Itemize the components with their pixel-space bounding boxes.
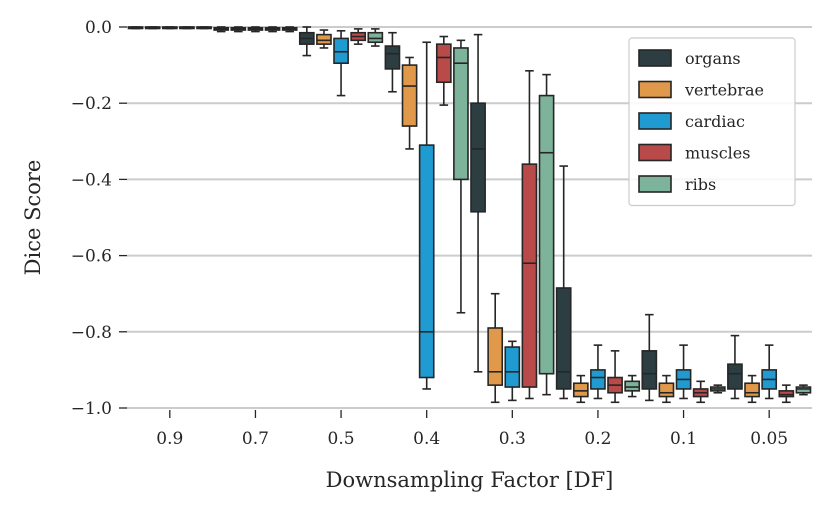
x-tick-label: 0.9 bbox=[156, 429, 183, 449]
x-tick-label: 0.4 bbox=[413, 429, 440, 449]
box-vertebrae-0.5 bbox=[316, 29, 332, 49]
box-ribs-0.7 bbox=[281, 26, 298, 33]
box-body bbox=[572, 382, 589, 398]
box-body bbox=[470, 102, 486, 213]
box-muscles-0.5 bbox=[350, 28, 367, 45]
x-tick-label: 0.5 bbox=[328, 429, 355, 449]
box-body bbox=[624, 380, 641, 392]
legend-swatch-ribs bbox=[638, 175, 672, 193]
box-muscles-0.3 bbox=[521, 70, 538, 400]
box-muscles-0.05 bbox=[778, 384, 795, 404]
box-ribs-0.4 bbox=[453, 39, 469, 314]
box-organs-0.5 bbox=[298, 26, 315, 57]
box-vertebrae-0.4 bbox=[401, 56, 418, 150]
box-ribs-0.9 bbox=[196, 26, 212, 30]
box-vertebrae-0.05 bbox=[744, 374, 760, 404]
y-tick-label: 0.0 bbox=[85, 18, 112, 38]
box-body bbox=[521, 163, 538, 388]
box-organs-0.05 bbox=[727, 334, 743, 400]
box-body bbox=[555, 287, 572, 390]
legend-label-vertebrae: vertebrae bbox=[684, 81, 764, 100]
y-tick-label: −1.0 bbox=[71, 399, 112, 419]
box-ribs-0.1 bbox=[709, 384, 726, 394]
box-cardiac-0.5 bbox=[333, 30, 349, 97]
box-body bbox=[727, 363, 743, 390]
box-ribs-0.2 bbox=[624, 374, 641, 398]
box-muscles-0.7 bbox=[264, 26, 281, 33]
box-body bbox=[538, 94, 555, 375]
box-ribs-0.3 bbox=[538, 73, 555, 396]
legend-swatch-muscles bbox=[638, 143, 672, 162]
box-muscles-0.2 bbox=[607, 350, 623, 404]
box-organs-0.3 bbox=[470, 33, 486, 373]
box-organs-0.1 bbox=[641, 313, 658, 402]
box-cardiac-0.9 bbox=[161, 26, 178, 30]
box-vertebrae-0.2 bbox=[572, 374, 589, 404]
box-muscles-0.9 bbox=[179, 26, 195, 30]
y-tick-label: −0.8 bbox=[71, 323, 112, 343]
x-tick-label: 0.1 bbox=[670, 429, 697, 449]
box-body bbox=[401, 64, 418, 127]
y-tick-label: −0.4 bbox=[71, 170, 112, 190]
legend-label-organs: organs bbox=[685, 49, 741, 68]
box-organs-0.4 bbox=[384, 31, 401, 93]
legend-swatch-vertebrae bbox=[638, 80, 672, 99]
legend-label-muscles: muscles bbox=[685, 144, 750, 163]
legend-swatch-cardiac bbox=[638, 112, 672, 130]
y-tick-label: −0.6 bbox=[71, 247, 112, 267]
box-body bbox=[453, 47, 469, 181]
box-ribs-0.05 bbox=[795, 384, 812, 396]
box-body bbox=[641, 350, 658, 390]
x-axis-ticks: 0.9 0.7 0.5 0.4 0.3 0.2 0.1 0.05 bbox=[156, 410, 788, 449]
legend-swatch-organs bbox=[638, 49, 672, 67]
box-vertebrae-0.9 bbox=[144, 26, 161, 30]
box-vertebrae-0.3 bbox=[487, 292, 504, 404]
y-axis-ticks: 0.0 −0.2 −0.4 −0.6 −0.8 −1.0 bbox=[71, 18, 127, 419]
box-vertebrae-0.7 bbox=[230, 26, 247, 33]
box-body bbox=[590, 369, 606, 390]
box-plot-series bbox=[127, 26, 812, 404]
x-tick-label: 0.05 bbox=[750, 429, 788, 449]
legend-label-ribs: ribs bbox=[685, 175, 716, 194]
box-vertebrae-0.1 bbox=[658, 374, 675, 404]
box-muscles-0.1 bbox=[692, 380, 709, 404]
box-cardiac-0.4 bbox=[418, 41, 435, 390]
y-axis-label: Dice Score bbox=[21, 160, 45, 276]
x-tick-label: 0.2 bbox=[584, 429, 611, 449]
box-body bbox=[795, 386, 812, 394]
box-body bbox=[316, 33, 332, 45]
x-axis-label: Downsampling Factor [DF] bbox=[326, 468, 614, 492]
box-body bbox=[504, 346, 521, 388]
legend-frame bbox=[628, 37, 796, 207]
x-tick-label: 0.7 bbox=[242, 429, 269, 449]
box-ribs-0.5 bbox=[367, 28, 384, 47]
box-cardiac-0.2 bbox=[590, 344, 606, 400]
legend: organs vertebrae cardiac muscles ribs bbox=[628, 37, 796, 207]
box-organs-0.2 bbox=[555, 165, 572, 400]
box-body bbox=[367, 31, 384, 44]
y-tick-label: −0.2 bbox=[71, 94, 112, 114]
box-body bbox=[418, 144, 435, 379]
legend-label-cardiac: cardiac bbox=[685, 112, 745, 131]
grid-lines bbox=[127, 26, 812, 409]
box-organs-0.7 bbox=[213, 26, 230, 33]
box-cardiac-0.3 bbox=[504, 340, 521, 402]
box-body bbox=[333, 37, 349, 64]
box-cardiac-0.1 bbox=[675, 344, 692, 400]
x-tick-label: 0.3 bbox=[499, 429, 526, 449]
box-cardiac-0.7 bbox=[247, 26, 264, 33]
box-organs-0.9 bbox=[127, 26, 144, 30]
box-cardiac-0.05 bbox=[761, 344, 778, 400]
box-body bbox=[658, 382, 675, 398]
box-body bbox=[778, 390, 795, 398]
box-body bbox=[435, 43, 452, 84]
box-muscles-0.4 bbox=[435, 35, 452, 106]
box-body bbox=[384, 45, 401, 70]
box-body bbox=[744, 382, 760, 398]
box-body bbox=[487, 327, 504, 386]
